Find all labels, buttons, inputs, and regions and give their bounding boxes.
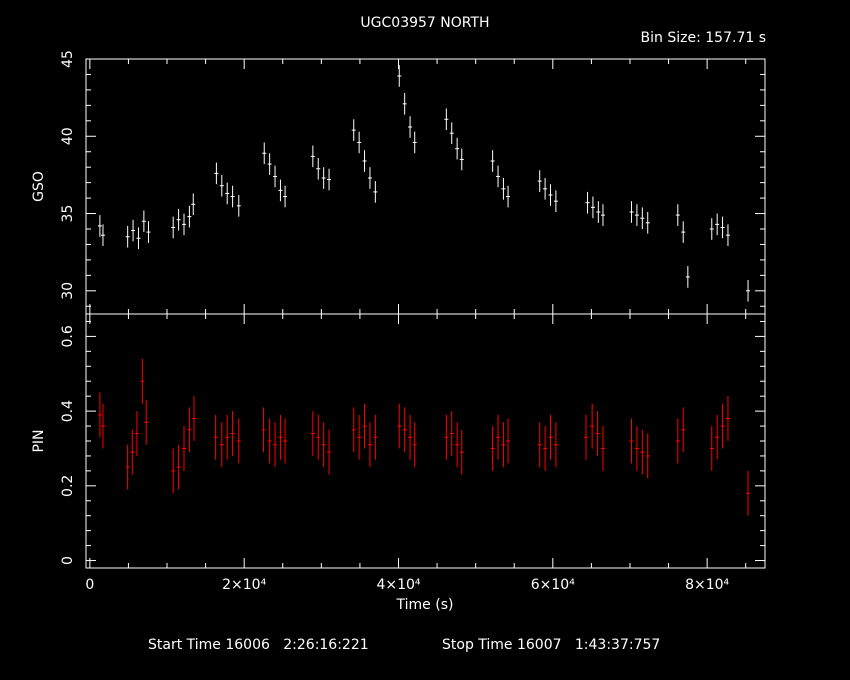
stop-time-label: Stop Time 16007 1:43:37:757 — [442, 637, 661, 653]
gso-y-tick-label: 30 — [60, 282, 76, 300]
x-tick-label: 8×10⁴ — [685, 577, 729, 593]
pin-y-axis-label: PIN — [31, 429, 47, 452]
x-tick-label: 0 — [85, 577, 94, 593]
gso-panel-frame — [85, 58, 766, 315]
x-tick-label: 6×10⁴ — [531, 577, 575, 593]
gso-y-axis-label: GSO — [31, 171, 47, 202]
pin-y-tick-label: 0.4 — [60, 400, 76, 422]
x-tick-label: 2×10⁴ — [222, 577, 266, 593]
start-time-label: Start Time 16006 2:26:16:221 — [148, 637, 369, 653]
pin-panel-frame — [85, 313, 766, 569]
x-axis-label: Time (s) — [396, 597, 454, 613]
gso-y-tick-label: 45 — [60, 50, 76, 68]
gso-y-tick-label: 40 — [60, 127, 76, 145]
gso-y-tick-label: 35 — [60, 205, 76, 223]
x-tick-label: 4×10⁴ — [376, 577, 420, 593]
chart-title: UGC03957 NORTH — [360, 15, 490, 31]
pin-y-tick-label: 0 — [60, 556, 76, 565]
bin-size-label: Bin Size: 157.71 s — [640, 30, 766, 46]
pin-y-tick-label: 0.6 — [60, 325, 76, 347]
pin-y-tick-label: 0.2 — [60, 475, 76, 497]
